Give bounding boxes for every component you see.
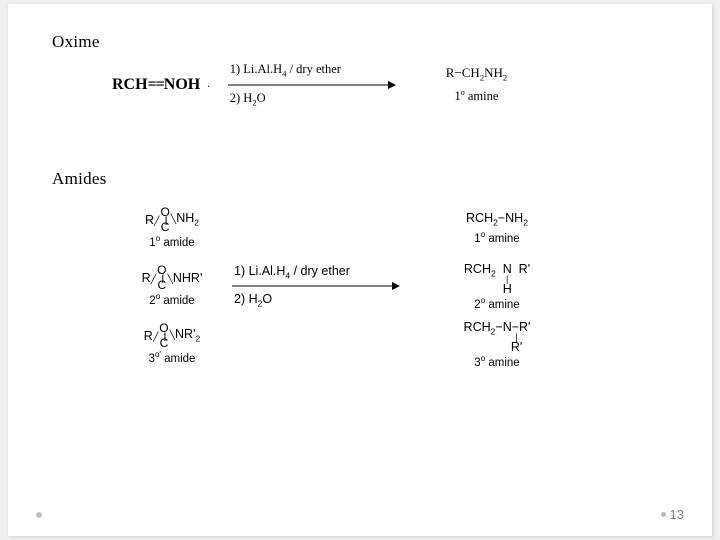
oxime-reactant: RCH==NOH — [112, 76, 200, 94]
amide-1-reactant: R╱ O||C ╲NH2 1o amide — [112, 208, 232, 249]
oxime-cond-bot: 2) H2O — [228, 91, 266, 108]
oxime-product: R−CH2NH2 1o amine — [446, 65, 507, 105]
amides-grid: R╱ O||C ╲NH2 1o amide RCH2−NH2 1o amine … — [112, 199, 668, 373]
oxime-product-formula: R−CH2NH2 — [446, 65, 507, 83]
arrow-icon — [232, 281, 400, 291]
oxime-product-label: 1o amine — [454, 88, 498, 104]
amide-2-reactant: R╱ O||C ╲NHR' 2o amide — [112, 266, 232, 307]
page-number-value: 13 — [670, 507, 684, 522]
amine-1-product: RCH2−NH2 1o amine — [422, 211, 572, 244]
amides-cond-top: 1) Li.Al.H4 / dry ether — [232, 264, 350, 281]
amine-1-label: 1o amine — [474, 230, 519, 245]
amide-1-label: 1o amide — [149, 234, 194, 249]
slide: Oxime RCH==NOH . 1) Li.Al.H4 / dry ether… — [8, 4, 712, 536]
amide-3-label: 3o' amide — [149, 350, 196, 365]
amide-3-reactant: R╱ O||C ╲NR'2 3o' amide — [112, 324, 232, 365]
amine-3-product: RCH2−N−R'|R' 3o amine — [422, 320, 572, 369]
plus-placeholder: . — [207, 79, 210, 90]
arrow-icon — [228, 80, 396, 90]
footer-bullet-icon — [36, 512, 42, 518]
page-bullet-icon — [661, 512, 666, 517]
oxime-title: Oxime — [52, 32, 668, 52]
page-number: 13 — [661, 507, 684, 522]
amine-2-label: 2o amine — [474, 296, 519, 311]
oxime-cond-top: 1) Li.Al.H4 / dry ether — [228, 62, 341, 79]
amides-cond-bot: 2) H2O — [232, 292, 272, 309]
amides-title: Amides — [52, 169, 668, 189]
amides-section: Amides R╱ O||C ╲NH2 1o amide RCH2−NH2 1o… — [52, 169, 668, 373]
amine-3-label: 3o amine — [474, 354, 519, 369]
amide-2-label: 2o amide — [149, 292, 194, 307]
reaction-arrow: 1) Li.Al.H4 / dry ether 2) H2O — [228, 62, 396, 107]
amides-arrow: 1) Li.Al.H4 / dry ether 2) H2O — [232, 264, 422, 309]
oxime-reaction: RCH==NOH . 1) Li.Al.H4 / dry ether 2) H2… — [112, 62, 668, 107]
amine-2-product: RCH2 N|H R' 2o amine — [422, 262, 572, 311]
